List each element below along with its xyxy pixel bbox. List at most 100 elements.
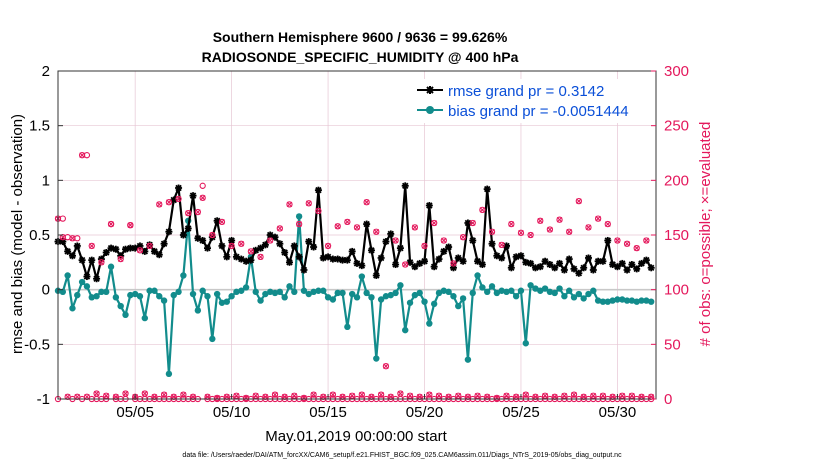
- bias-point: [440, 287, 448, 294]
- bias-point: [561, 293, 568, 300]
- rmse-point: [425, 201, 433, 209]
- bias-point: [614, 296, 621, 303]
- bias-point: [541, 285, 549, 292]
- bias-point: [170, 291, 177, 299]
- rmse-point: [285, 258, 293, 266]
- obs-evaluated-marker: [209, 231, 216, 239]
- series-layer: [54, 182, 655, 378]
- obs-evaluated-marker: [643, 237, 650, 244]
- obs-evaluated-marker: [69, 235, 76, 242]
- obs-evaluated-marker: [136, 247, 144, 254]
- rmse-point: [411, 263, 419, 271]
- obs-evaluated-marker: [469, 219, 476, 227]
- bias-point: [228, 293, 235, 300]
- bias-point: [382, 293, 390, 300]
- obs-evaluated-marker: [426, 391, 433, 398]
- obs-evaluated-marker: [213, 394, 221, 402]
- bias-point: [464, 356, 472, 363]
- obs-evaluated-marker: [165, 199, 173, 206]
- bias-point: [199, 287, 206, 294]
- rmse-point: [59, 238, 67, 246]
- obs-evaluated-marker: [585, 224, 592, 231]
- bias-point: [131, 290, 139, 298]
- obs-evaluated-marker: [339, 393, 346, 400]
- bias-point: [348, 290, 356, 298]
- rmse-point: [483, 185, 491, 193]
- bias-point: [122, 311, 129, 319]
- obs-evaluated-marker: [387, 393, 394, 400]
- rmse-point: [618, 259, 626, 267]
- rmse-point: [507, 264, 515, 272]
- bias-point: [257, 297, 264, 304]
- bias-point: [151, 287, 158, 294]
- rmse-point: [93, 275, 101, 283]
- obs-evaluated-marker: [435, 392, 443, 399]
- rmse-point: [73, 242, 81, 250]
- rmse-point: [560, 266, 568, 274]
- obs-evaluated-marker: [599, 392, 607, 399]
- rmse-point: [464, 219, 472, 227]
- bias-point: [585, 290, 592, 298]
- obs-evaluated-marker: [508, 220, 515, 228]
- bias-point: [189, 290, 197, 298]
- rmse-point: [372, 271, 380, 279]
- bias-point: [522, 340, 529, 347]
- legend-bias-label: bias grand pr = -0.0051444: [448, 103, 629, 120]
- rmse-point: [68, 252, 76, 260]
- obs-evaluated-marker: [324, 242, 332, 250]
- rmse-point: [435, 255, 443, 263]
- rmse-point: [218, 242, 226, 250]
- obs-evaluated-marker: [315, 207, 322, 215]
- rmse-point: [343, 256, 351, 264]
- obs-evaluated-marker: [160, 391, 168, 398]
- obs-evaluated-marker: [194, 208, 202, 216]
- obs-evaluated-marker: [566, 228, 573, 235]
- bias-point: [112, 294, 120, 301]
- rmse-point: [184, 224, 192, 232]
- bias-point: [594, 297, 602, 304]
- obs-evaluated-marker: [305, 200, 312, 207]
- rmse-point: [300, 266, 308, 274]
- rmse-point: [165, 228, 173, 236]
- bias-point: [233, 288, 240, 296]
- obs-evaluated-marker: [286, 201, 293, 208]
- bias-point: [180, 272, 187, 279]
- rmse-point: [204, 244, 211, 252]
- rmse-point: [78, 256, 86, 264]
- bias-point: [377, 296, 385, 303]
- obs-evaluated-marker: [493, 394, 501, 402]
- obs-evaluated-marker: [122, 390, 129, 397]
- bias-point: [469, 289, 476, 297]
- obs-evaluated-marker: [300, 394, 308, 402]
- bias-point: [450, 293, 457, 300]
- rmse-point: [377, 254, 385, 262]
- bias-point: [426, 320, 433, 327]
- left-y-tick-label: 2: [42, 63, 50, 80]
- left-y-axis-label: rmse and bias (model - observation): [9, 114, 26, 354]
- rmse-point: [580, 264, 588, 272]
- right-y-tick-label: 0: [664, 391, 672, 408]
- left-y-tick-label: 0: [42, 282, 50, 299]
- rmse-point: [348, 247, 356, 255]
- obs-evaluated-marker: [93, 390, 100, 397]
- bias-point: [291, 288, 298, 296]
- rmse-point: [150, 247, 158, 255]
- bias-point: [397, 282, 404, 289]
- legend-rmse-label: rmse grand pr = 0.3142: [448, 83, 604, 100]
- bias-point: [484, 288, 491, 296]
- rmse-point: [459, 257, 467, 265]
- obs-evaluated-marker: [238, 240, 245, 247]
- rmse-point: [387, 230, 395, 238]
- obs-evaluated-marker: [156, 201, 163, 208]
- bias-point: [165, 370, 173, 378]
- obs-evaluated-marker: [633, 244, 640, 252]
- bias-point: [455, 302, 462, 310]
- obs-evaluated-marker: [590, 392, 597, 399]
- rmse-point: [64, 247, 72, 255]
- rmse-point: [454, 254, 462, 262]
- bias-point: [156, 293, 163, 300]
- bias-point: [69, 305, 76, 312]
- left-y-tick-label: -1: [37, 391, 50, 408]
- bias-point: [276, 288, 284, 296]
- rmse-point: [247, 256, 255, 264]
